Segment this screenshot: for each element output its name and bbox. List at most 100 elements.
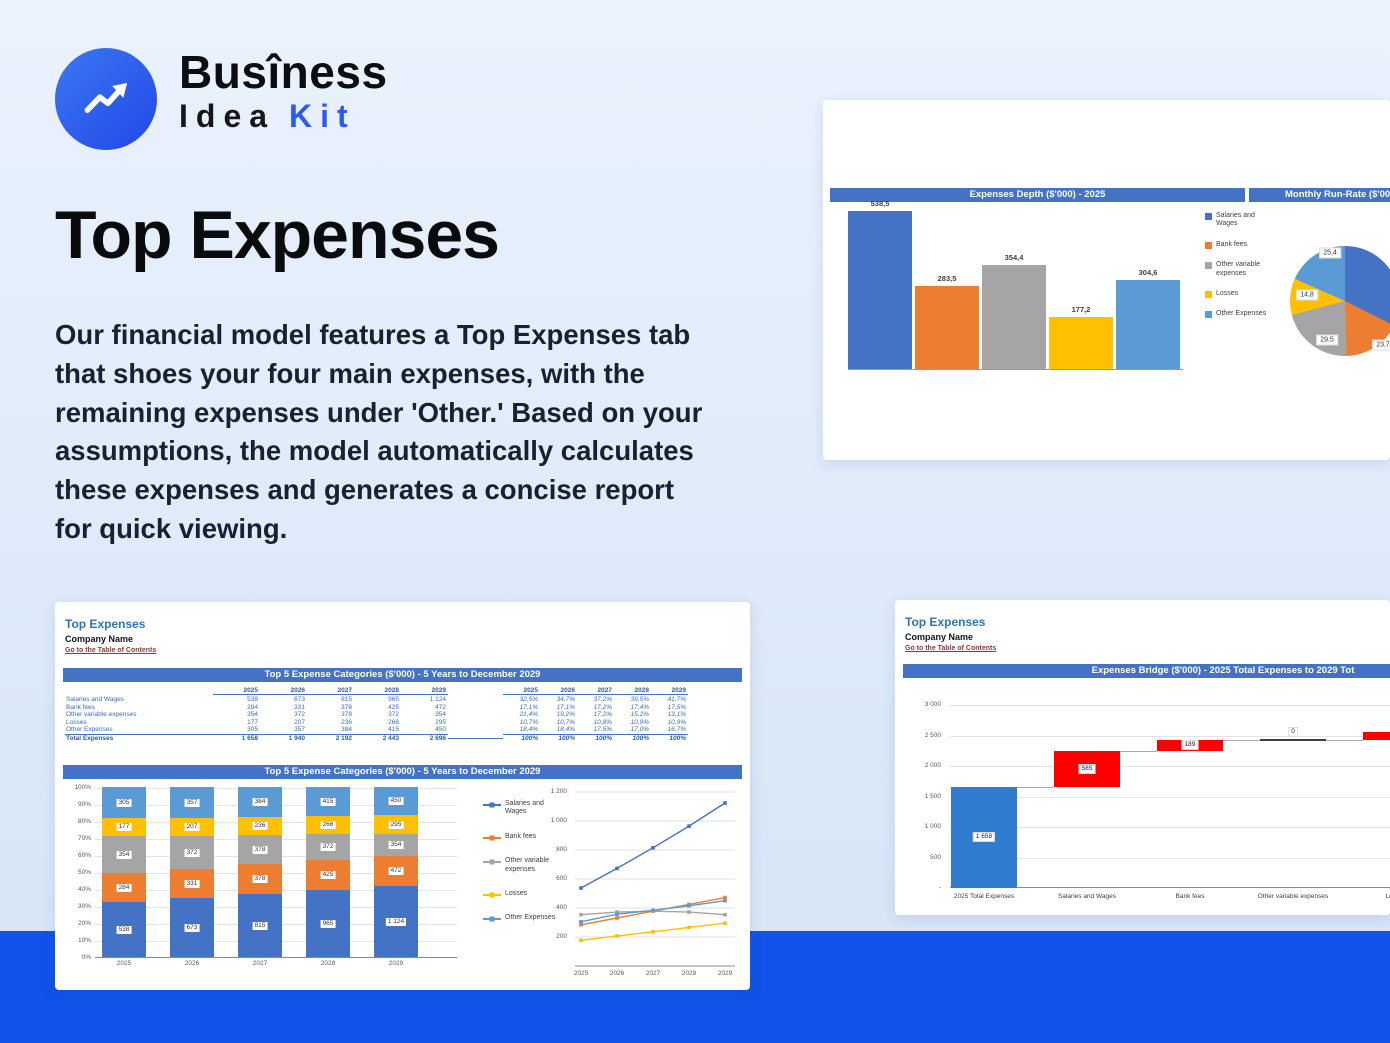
gridline xyxy=(950,827,1390,828)
percent-cell: 19,2% xyxy=(556,711,575,719)
segment-value-label: 177 xyxy=(116,823,132,831)
y-axis-label: 500 xyxy=(930,853,941,861)
row-label: Other variable expenses xyxy=(66,711,137,719)
legend-label: Salaries and Wages xyxy=(505,800,544,816)
percent-cell: 17,4% xyxy=(630,703,649,711)
y-axis-label: 60% xyxy=(77,852,91,859)
connector-line xyxy=(1326,739,1363,741)
stacked-bar-2029: 1 124 472 354 295 450 xyxy=(374,787,418,957)
hero-paragraph: Our financial model features a Top Expen… xyxy=(55,319,703,544)
x-axis-label: Salaries and Wages xyxy=(1058,893,1116,900)
toc-link[interactable]: Go to the Table of Contents xyxy=(905,645,997,652)
percent-cell: 37,2% xyxy=(593,696,612,704)
line-marker xyxy=(615,910,619,914)
legend-marker xyxy=(489,859,495,865)
connector-line xyxy=(1017,786,1054,788)
pie-value-label: 29,5 xyxy=(1316,334,1338,346)
bank-fees-segment: 425 xyxy=(306,860,350,890)
segment-value-label: 384 xyxy=(252,798,268,806)
year-header: 2025 xyxy=(213,687,260,695)
value-cell: 1 658 xyxy=(213,734,260,742)
value-cell: 354 xyxy=(247,711,258,719)
brand-header: Busîness Idea Kit xyxy=(55,48,388,150)
segment-value-label: 425 xyxy=(320,871,336,879)
percent-cell: 17,0% xyxy=(630,726,649,734)
toc-link[interactable]: Go to the Table of Contents xyxy=(65,647,157,654)
table-total-row: Total Expenses 1 658 1 940 2 192 2 443 2 696 1… xyxy=(65,734,688,743)
segment-value-label: 295 xyxy=(388,820,404,829)
value-cell: 372 xyxy=(388,711,399,719)
value-cell: 815 xyxy=(341,696,352,704)
legend-item-other-variable-expenses: Other variable expenses xyxy=(483,857,565,874)
line-marker xyxy=(687,925,691,930)
line-marker xyxy=(687,824,691,828)
row-label: Bank fees xyxy=(66,703,95,711)
value-cell: 177 xyxy=(247,718,258,726)
x-axis-label: 2028 xyxy=(320,960,336,967)
pie-value-label: 14,8 xyxy=(1296,289,1318,301)
y-axis-label: 90% xyxy=(77,801,91,808)
other-variable-expenses-legend-icon xyxy=(483,859,501,865)
bar-value-label: 1 658 xyxy=(972,832,996,843)
expenses-depth-bar-chart: 538,5 283,5 354,4 177,2 304,6 xyxy=(848,194,1183,370)
x-axis-label: 2025 xyxy=(116,960,132,967)
bank-fees-legend-icon xyxy=(483,835,501,841)
gridline xyxy=(950,735,1390,737)
y-axis-label: 0% xyxy=(81,954,91,961)
y-axis-label: 10% xyxy=(77,937,91,944)
percent-cell: 41,7% xyxy=(667,696,686,704)
x-axis-label: 2026 xyxy=(184,960,200,967)
salaries-and-wages-segment: 965 xyxy=(306,890,350,957)
percent-cell: 100% xyxy=(503,734,540,742)
legend-label: Bank fees xyxy=(505,832,537,840)
percent-cell: 10,7% xyxy=(519,718,538,726)
line-marker xyxy=(579,938,583,943)
percent-cell: 32,5% xyxy=(519,696,538,704)
y-axis-label: 400 xyxy=(556,904,567,911)
bar-other-expenses: 304,6 xyxy=(1116,268,1180,369)
losses-segment: 295 xyxy=(374,815,418,834)
value-cell: 284 xyxy=(247,703,258,711)
stacked-bar-2025: 538 284 354 177 305 xyxy=(102,787,146,957)
value-cell: 1 124 xyxy=(429,696,446,704)
table-row: Salaries and Wages 538 673 815 965 1 124 32,5%… xyxy=(65,696,688,704)
line-marker xyxy=(723,912,727,917)
segment-value-label: 378 xyxy=(252,845,268,854)
stacked-bar-2028: 965 425 372 266 415 xyxy=(306,787,350,957)
line-marker xyxy=(615,916,619,920)
losses-segment: 266 xyxy=(306,816,350,834)
percent-cell: 100% xyxy=(614,734,651,742)
brand-logo xyxy=(55,48,157,150)
line-marker xyxy=(723,895,727,900)
segment-value-label: 331 xyxy=(184,879,200,888)
year-header: 2029 xyxy=(401,687,448,695)
legend-item-other-variable-expenses: Other variable expenses xyxy=(1205,261,1276,278)
losses-legend-icon xyxy=(483,892,501,898)
connector-line xyxy=(1223,739,1260,741)
legend-label: Other Expenses xyxy=(1216,310,1267,318)
x-axis-label: 2028 xyxy=(681,970,697,977)
percent-cell: 18,4% xyxy=(519,726,538,734)
bank-fees-segment: 378 xyxy=(238,864,282,894)
value-cell: 372 xyxy=(294,711,305,719)
brand-word-idea: Idea xyxy=(179,98,276,135)
segment-value-label: 538 xyxy=(116,925,132,934)
expenses-depth-legend: Salaries and Wages Bank fees Other variabl… xyxy=(1205,212,1276,319)
y-axis-label: 1 000 xyxy=(550,817,567,824)
y-axis-label: 30% xyxy=(77,903,91,910)
y-axis-label: 40% xyxy=(77,886,91,893)
sheet-title: Top Expenses xyxy=(905,615,986,629)
value-cell: 2 192 xyxy=(307,734,354,742)
line-marker xyxy=(579,886,583,890)
report-chart-legend: Salaries and Wages Bank fees Other variabl… xyxy=(483,800,565,923)
brand-word-business: Busîness xyxy=(179,46,388,98)
x-axis-label: Losses xyxy=(1385,893,1390,900)
legend-label: Other variable expenses xyxy=(1216,261,1260,277)
value-cell: 236 xyxy=(341,718,352,726)
value-cell: 305 xyxy=(247,726,258,734)
legend-label: Losses xyxy=(505,889,528,897)
legend-marker xyxy=(489,802,495,808)
legend-item-losses: Losses xyxy=(1205,290,1276,298)
row-label: Other Expenses xyxy=(66,726,113,734)
legend-marker xyxy=(489,916,495,922)
